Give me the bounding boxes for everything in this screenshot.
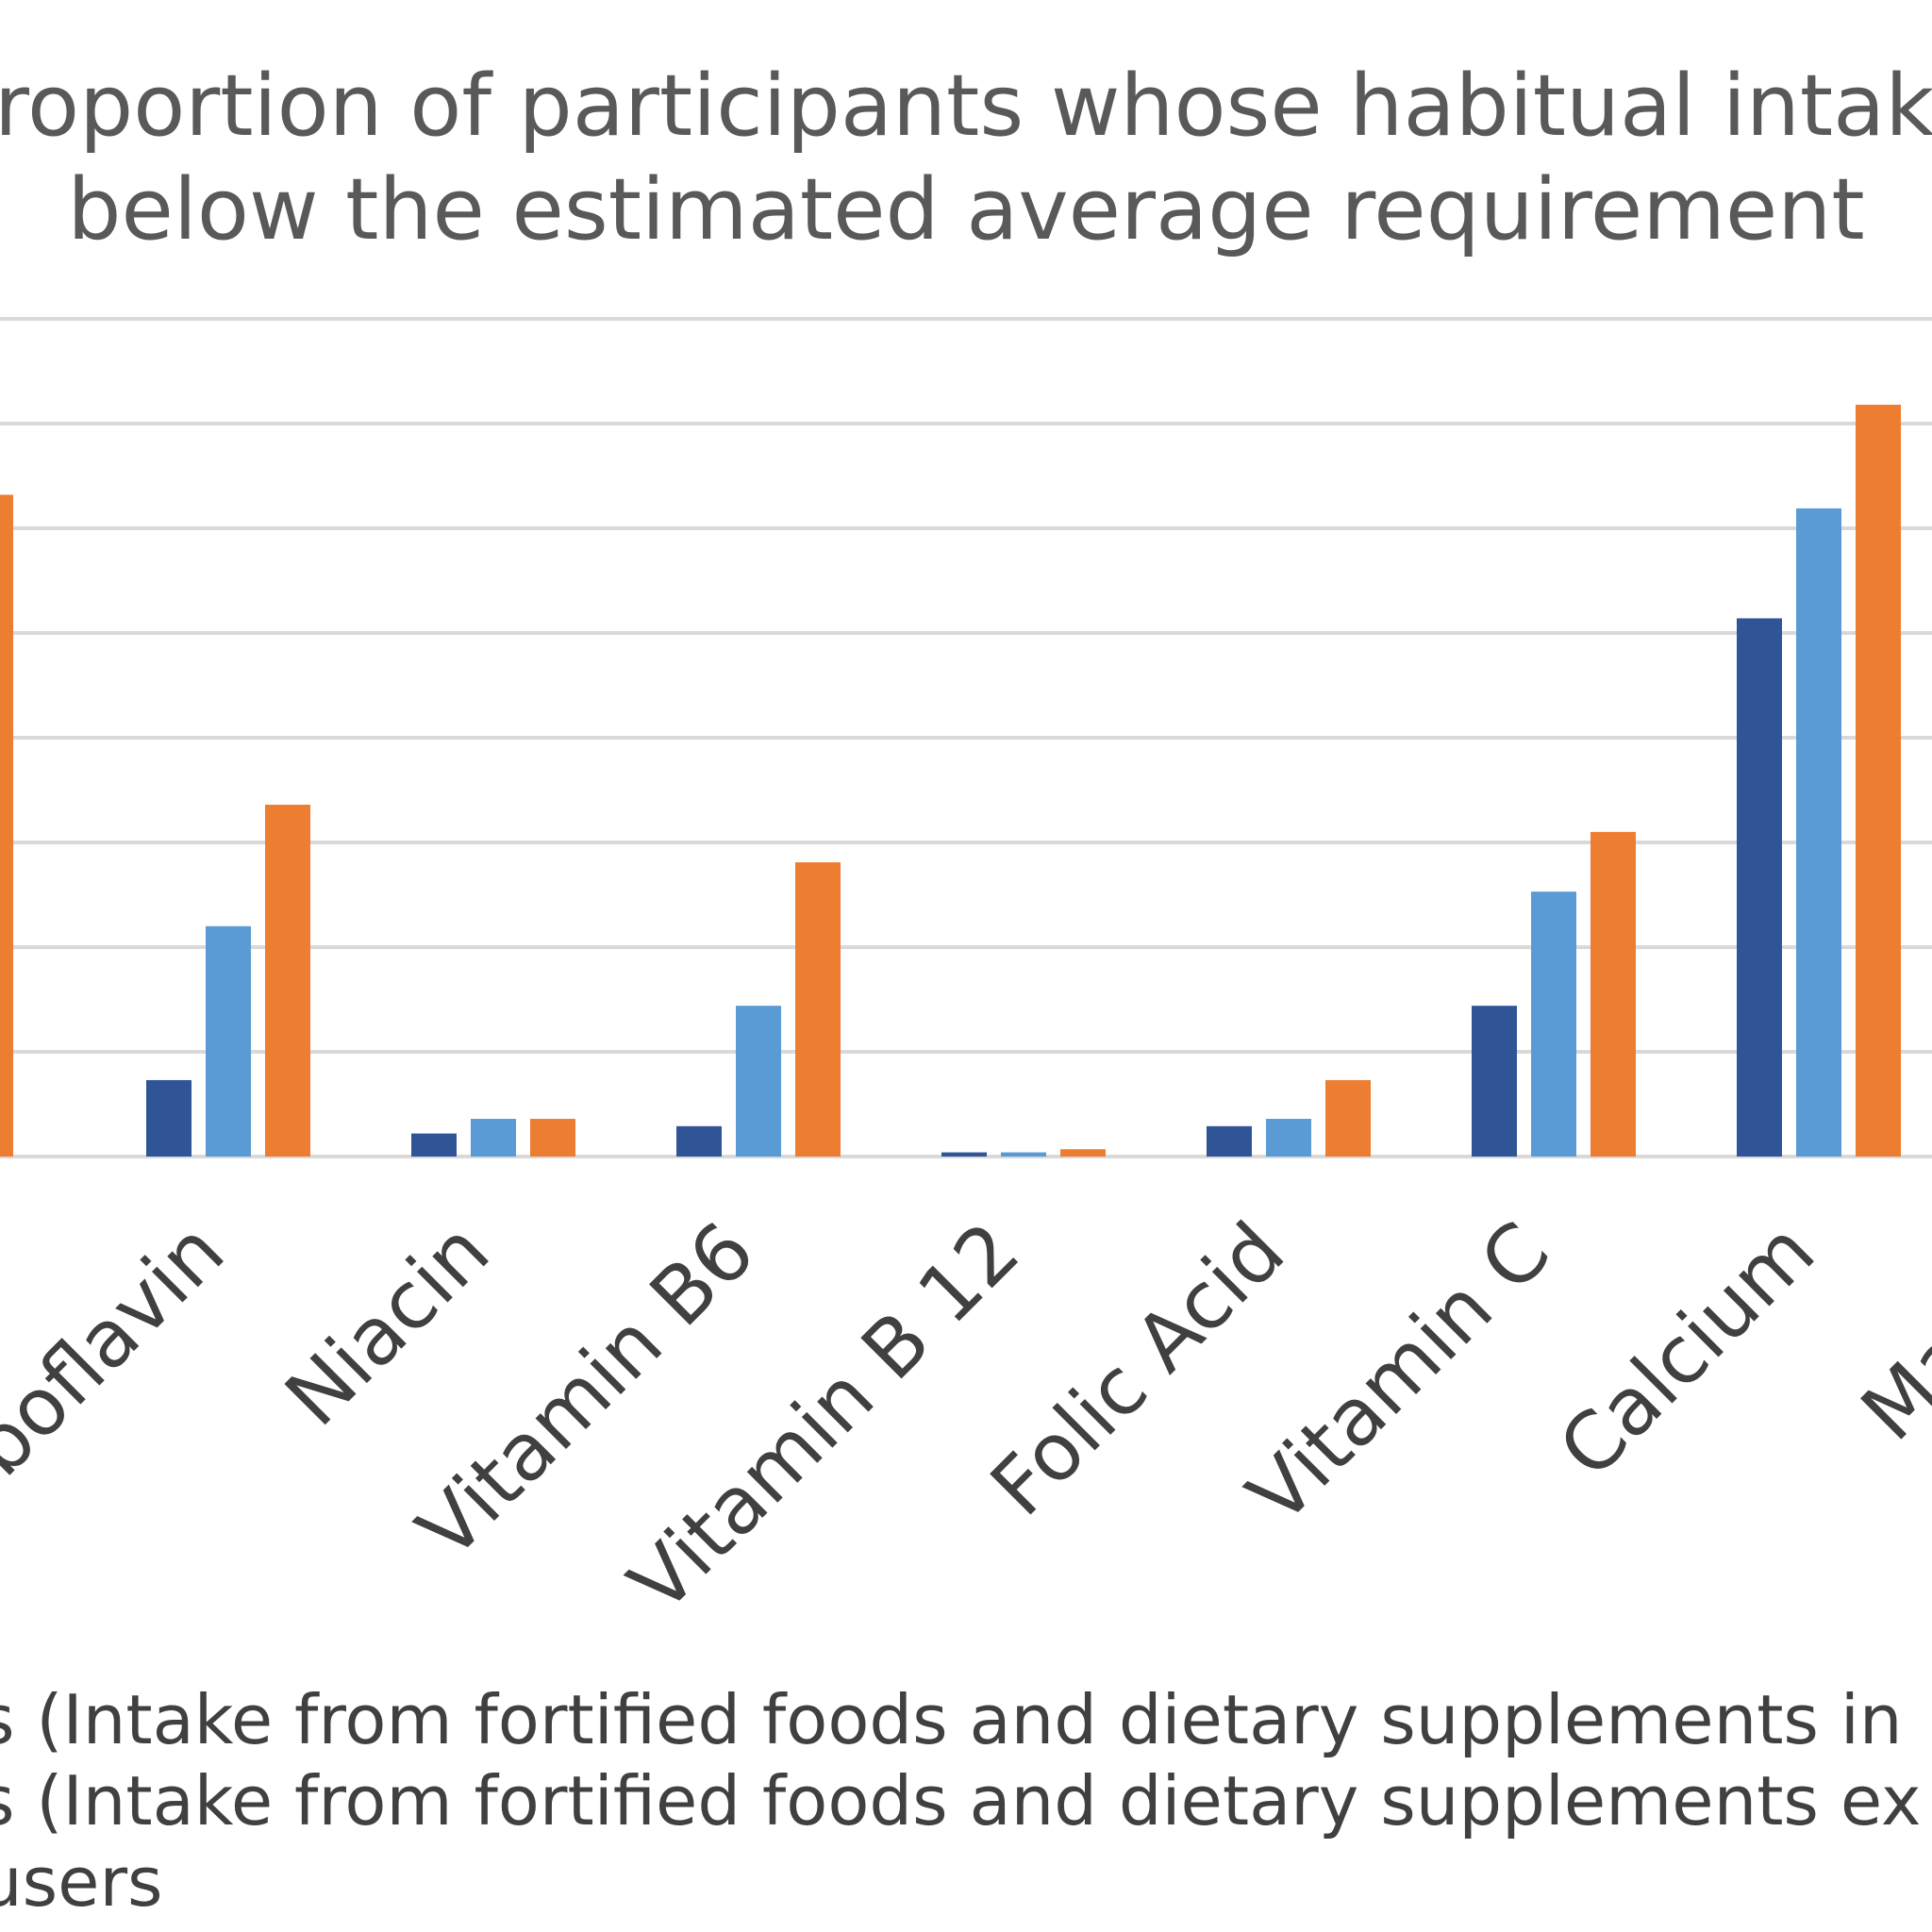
category-label-magnesium: Magne (1843, 1205, 1932, 1458)
legend: s (Intake from fortified foods and dieta… (0, 1679, 1921, 1923)
bar-folic-acid-s2 (1266, 1119, 1311, 1157)
bar-vitamin-b6-s3 (795, 862, 841, 1157)
bars (0, 405, 1901, 1157)
bar-vitamin-b6-s2 (736, 1006, 781, 1157)
bar-riboflavin-s1 (146, 1079, 192, 1157)
category-label-riboflavin: boflavin (0, 1205, 242, 1493)
bar-riboflavin-s2 (206, 925, 251, 1157)
category-label-calcium: Calcium (1541, 1205, 1832, 1495)
bar-niacin-s2 (471, 1119, 516, 1157)
bar-calcium-s3 (1856, 405, 1901, 1157)
chart-title-line-2: below the estimated average requirement (67, 160, 1865, 259)
bar-vitamin-c-s2 (1531, 891, 1576, 1157)
legend-entry-2: s (Intake from fortified foods and dieta… (0, 1761, 1922, 1840)
legend-entry-1: s (Intake from fortified foods and dieta… (0, 1680, 1903, 1759)
bar-vitamin-c-s1 (1472, 1006, 1517, 1157)
bar-folic-acid-s1 (1207, 1125, 1252, 1157)
bar-riboflavin-s3 (265, 805, 310, 1157)
bar-calcium-s2 (1796, 508, 1841, 1157)
bar-vitamin-c-s3 (1591, 831, 1636, 1157)
bar-vitamin-b12-s2 (1001, 1152, 1046, 1157)
bar-vitamin-b6-s1 (676, 1125, 722, 1157)
bar-folic-acid-s3 (1325, 1079, 1371, 1157)
chart-title-line-1: roportion of participants whose habitual… (0, 57, 1932, 156)
bar-vitamin-b12-s1 (941, 1152, 987, 1157)
bar-vitamin-b12-s3 (1060, 1149, 1106, 1157)
bar-niacin-s3 (530, 1119, 575, 1157)
bar-calcium-s1 (1737, 618, 1782, 1157)
chart-title: roportion of participants whose habitual… (0, 55, 1932, 262)
legend-entry-3: users (0, 1842, 163, 1922)
bar-niacin-s1 (411, 1133, 457, 1157)
category-label-niacin: Niacin (268, 1205, 507, 1443)
bar-partial-left (0, 494, 13, 1157)
